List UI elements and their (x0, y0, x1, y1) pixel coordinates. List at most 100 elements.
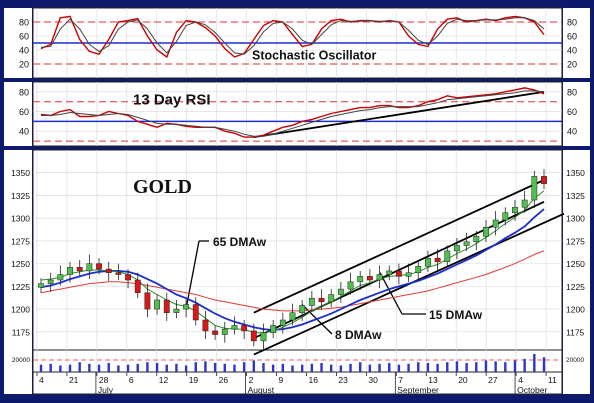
volume-bar (146, 362, 149, 372)
candle-body (38, 283, 44, 288)
candle-body (144, 292, 151, 310)
candle-body (483, 227, 489, 237)
price-ytick-right: 1225 (566, 282, 585, 292)
candle-body (347, 281, 354, 290)
volume-bar (242, 362, 246, 372)
month-label: July (98, 385, 114, 395)
rsi-series-1 (41, 90, 545, 137)
volume-bar (271, 364, 275, 372)
volume-bar (378, 363, 381, 372)
volume-bar (426, 363, 430, 372)
volume-bar (310, 363, 314, 372)
volume-bar (194, 362, 197, 372)
candle-body (202, 319, 209, 332)
left-axis-price (4, 150, 32, 350)
rsi-series-0 (40, 87, 545, 138)
volume-bar (39, 364, 43, 372)
volume-bar (533, 354, 536, 372)
volume-bar (329, 364, 333, 372)
candle-body (231, 325, 238, 330)
candle-body (531, 176, 538, 201)
volume-bar (455, 361, 459, 372)
price-ytick-left: 1200 (11, 305, 30, 315)
price-ytick-left: 1300 (11, 214, 30, 224)
volume-tick-right: 20000 (566, 357, 584, 364)
volume-bar (417, 362, 420, 372)
candle-body (454, 245, 460, 252)
volume-bar (300, 364, 304, 372)
volume-bar (359, 362, 362, 372)
candle-body (183, 304, 190, 310)
volume-bar (446, 362, 449, 372)
volume-bar (204, 361, 207, 372)
candle-body (67, 267, 73, 275)
candle-body (47, 279, 54, 284)
rsi-ytick-left: 80 (19, 87, 29, 97)
xtick-label: 6 (129, 375, 134, 385)
price-ytick-left: 1350 (11, 168, 30, 178)
rsi-ytick-right: 40 (567, 127, 577, 137)
price-ytick-right: 1350 (566, 168, 585, 178)
volume-bar (59, 365, 62, 372)
volume-bar (49, 363, 52, 372)
volume-bar (165, 364, 168, 372)
volume-bar (213, 363, 217, 372)
candle-body (289, 312, 296, 321)
xtick-label: 27 (488, 375, 498, 385)
candle-body (279, 319, 286, 326)
month-label: September (397, 385, 439, 395)
price-ytick-left: 1325 (11, 191, 30, 201)
volume-bar (223, 363, 226, 372)
right-axis-price (563, 150, 590, 350)
price-ytick-right: 1200 (566, 305, 585, 315)
volume-bar (262, 363, 265, 372)
candle-body (308, 297, 315, 306)
candle-body (541, 176, 547, 184)
candle-body (415, 266, 422, 273)
volume-bar (388, 363, 391, 372)
volume-bar (117, 365, 120, 372)
left-axis-axis (4, 372, 32, 394)
volume-bar (494, 361, 497, 372)
month-label: August (248, 385, 275, 395)
candle-body (386, 270, 393, 275)
candle-body (260, 332, 267, 342)
candle-body (57, 274, 64, 281)
xtick-label: 4 (518, 375, 523, 385)
price-ytick-left: 1225 (11, 282, 30, 292)
rsi-annotation: 13 Day RSI (133, 92, 211, 109)
volume-bar (88, 363, 91, 372)
volume-bar (436, 363, 439, 372)
volume-bar (407, 363, 410, 372)
candle-body (192, 304, 199, 321)
channel-upper (253, 179, 545, 314)
candle-body (154, 299, 160, 310)
candle-body (328, 294, 335, 303)
price-ytick-right: 1275 (566, 236, 585, 246)
volume-bar (126, 364, 130, 372)
pointer-15b (379, 272, 403, 315)
xtick-label: 16 (308, 375, 318, 385)
price-wma15-line (40, 208, 545, 331)
xtick-label: 2 (249, 375, 254, 385)
candle-body (502, 212, 509, 221)
xtick-label: 19 (189, 375, 199, 385)
candle-body (492, 219, 499, 228)
volume-bar (175, 363, 178, 372)
candle-body (376, 274, 383, 281)
candle-body (299, 305, 306, 313)
xtick-label: 4 (39, 375, 44, 385)
stoch-ytick-right: 20 (567, 60, 577, 70)
right-axis-stoch (563, 8, 590, 78)
volume-bar (349, 363, 352, 372)
volume-bar (68, 364, 72, 372)
volume-bar (513, 360, 517, 372)
volume-bar (465, 363, 468, 372)
price-ytick-right: 1250 (566, 259, 585, 269)
candle-body (405, 272, 412, 277)
candle-body (512, 207, 518, 213)
candle-body (105, 268, 112, 273)
volume-bar (475, 362, 478, 372)
candle-body (134, 279, 141, 293)
candle-body (366, 276, 373, 281)
